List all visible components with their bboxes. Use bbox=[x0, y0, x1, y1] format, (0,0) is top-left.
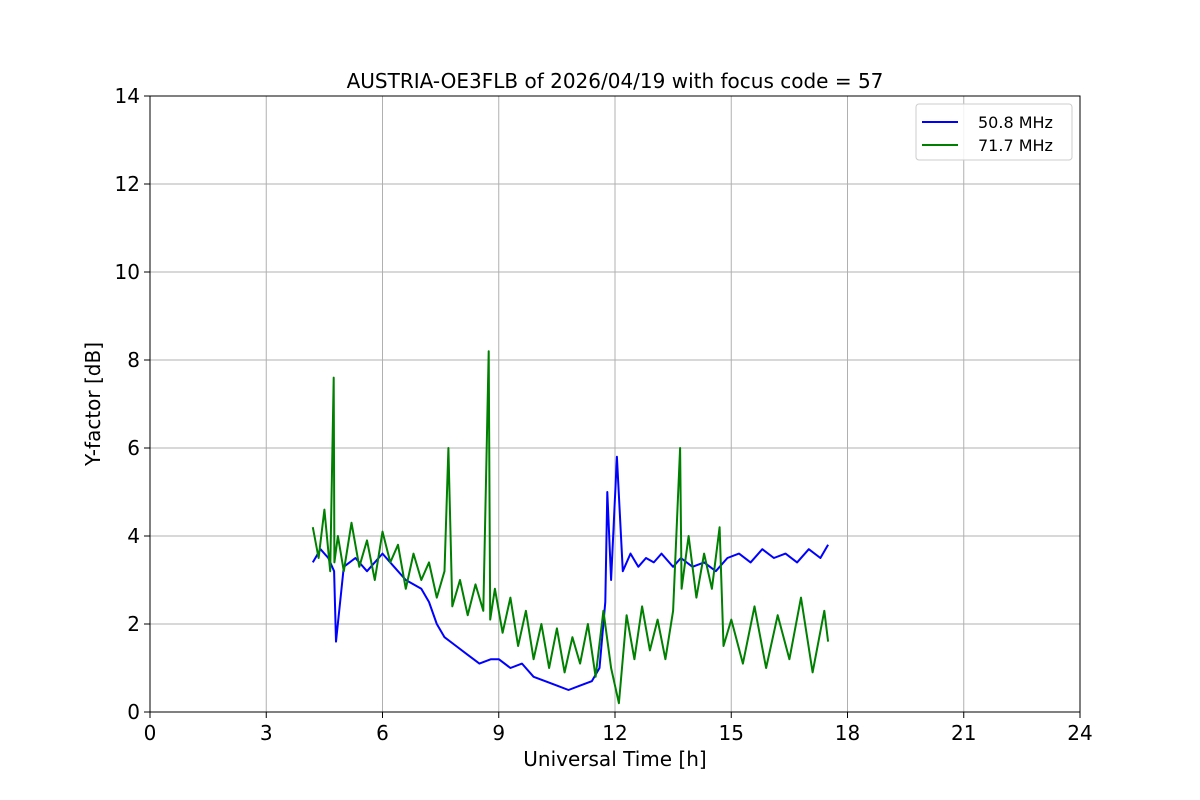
series-layer bbox=[311, 350, 830, 705]
x-tick-label: 0 bbox=[144, 721, 157, 745]
x-tick-label: 15 bbox=[719, 721, 744, 745]
y-tick-label: 8 bbox=[127, 348, 140, 372]
series-line-1 bbox=[311, 455, 829, 691]
x-tick-label: 21 bbox=[951, 721, 976, 745]
y-tick-label: 14 bbox=[115, 84, 140, 108]
x-tick-label: 18 bbox=[835, 721, 860, 745]
legend: 50.8 MHz 71.7 MHz bbox=[915, 103, 1073, 161]
y-tick-label: 0 bbox=[127, 700, 140, 724]
series-line-2 bbox=[311, 350, 830, 705]
x-tick-label: 9 bbox=[492, 721, 505, 745]
x-axis-label: Universal Time [h] bbox=[523, 747, 706, 771]
legend-label: 50.8 MHz bbox=[978, 113, 1053, 132]
y-tick-label: 2 bbox=[127, 612, 140, 636]
x-tick-label: 12 bbox=[602, 721, 627, 745]
y-tick-label: 10 bbox=[115, 260, 140, 284]
legend-label: 71.7 MHz bbox=[978, 136, 1053, 155]
y-axis-label: Y-factor [dB] bbox=[81, 342, 105, 467]
y-tick-label: 4 bbox=[127, 524, 140, 548]
y-tick-label: 12 bbox=[115, 172, 140, 196]
x-tick-label: 3 bbox=[260, 721, 273, 745]
x-tick-label: 6 bbox=[376, 721, 389, 745]
x-tick-label: 24 bbox=[1067, 721, 1092, 745]
chart-title: AUSTRIA-OE3FLB of 2026/04/19 with focus … bbox=[347, 69, 884, 93]
y-tick-label: 6 bbox=[127, 436, 140, 460]
